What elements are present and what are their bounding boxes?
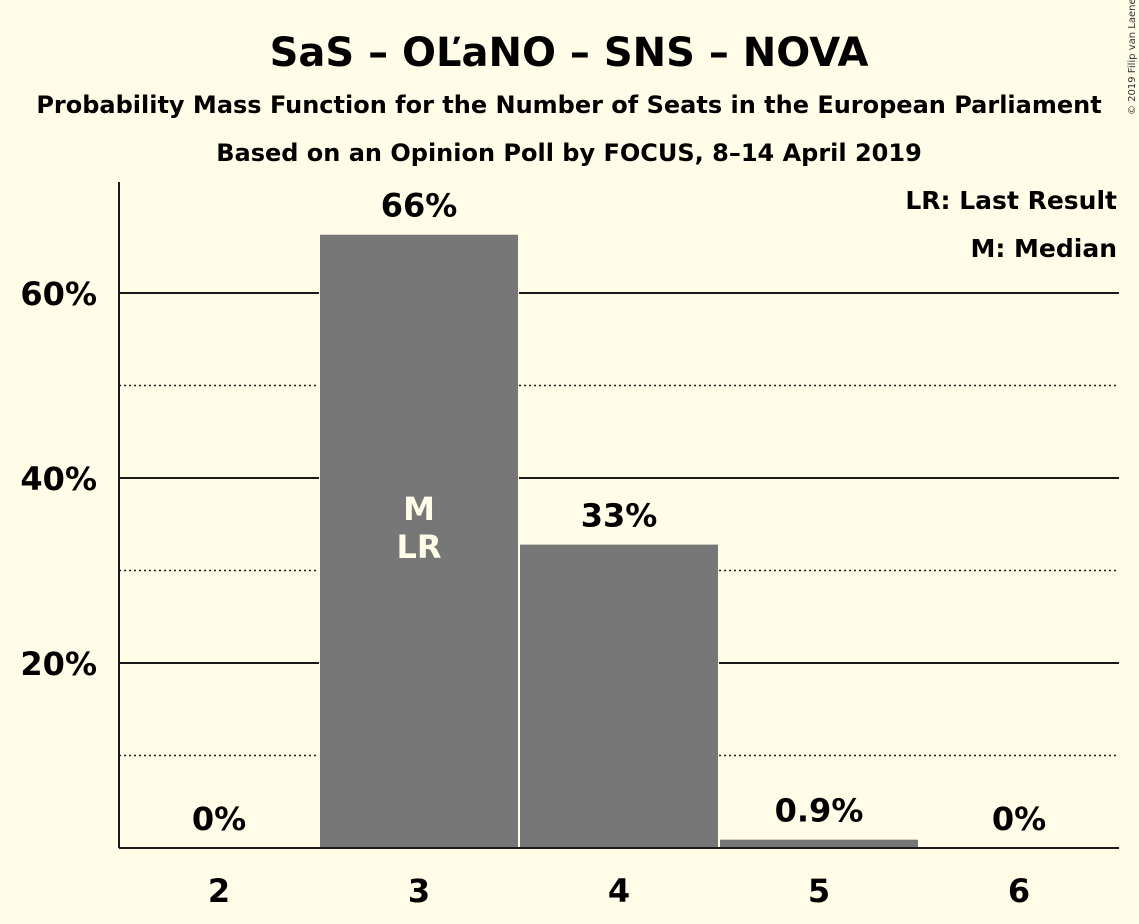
value-label-6: 0%	[992, 800, 1046, 838]
y-tick-label-60: 60%	[20, 275, 97, 313]
legend-last-result: LR: Last Result	[905, 186, 1117, 215]
value-label-2: 0%	[192, 800, 246, 838]
bar-5	[720, 839, 918, 848]
bar-3	[320, 234, 518, 849]
value-label-3: 66%	[381, 187, 458, 225]
x-tick-label-3: 3	[408, 872, 430, 910]
value-label-5: 0.9%	[775, 792, 864, 830]
chart-subtitle-2: Based on an Opinion Poll by FOCUS, 8–14 …	[216, 139, 922, 167]
bar-annotation-m-3: M	[403, 490, 435, 528]
axes	[118, 182, 1119, 849]
legend-median: M: Median	[970, 234, 1117, 263]
bars	[319, 234, 919, 849]
x-tick-label-5: 5	[808, 872, 830, 910]
copyright-text: © 2019 Filip van Laenen	[1127, 0, 1138, 115]
chart-subtitle: Probability Mass Function for the Number…	[36, 91, 1101, 119]
x-tick-label-6: 6	[1008, 872, 1030, 910]
value-label-4: 33%	[581, 497, 658, 535]
x-tick-label-4: 4	[608, 872, 630, 910]
chart-title: SaS – OĽaNO – SNS – NOVA	[270, 30, 869, 76]
x-tick-label-2: 2	[208, 872, 230, 910]
y-tick-label-40: 40%	[20, 460, 97, 498]
y-tick-label-20: 20%	[20, 645, 97, 683]
data-labels: 0% 2 66% 3 MLR 33% 4 0.9% 5 0% 6 20% 40% 60%	[20, 187, 1046, 910]
bar-annotation-lr-3: LR	[396, 528, 441, 566]
bar-4	[520, 544, 718, 848]
